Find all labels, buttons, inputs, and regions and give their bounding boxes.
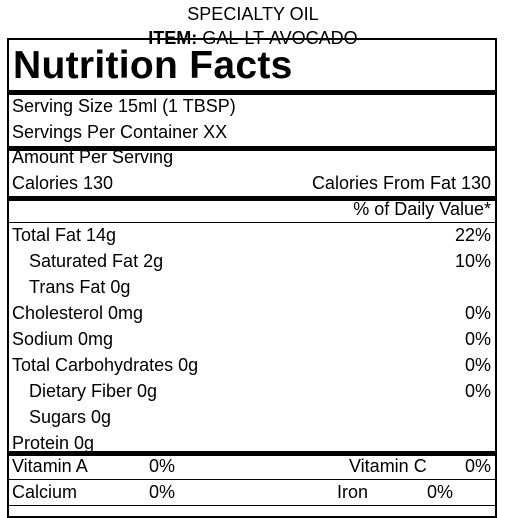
divider-thick bbox=[9, 146, 495, 151]
nutrient-dv: 10% bbox=[454, 251, 491, 271]
nutrient-row-trans-fat: Trans Fat 0g bbox=[9, 274, 495, 300]
nutrient-row-cholesterol: Cholesterol 0mg 0% bbox=[9, 300, 495, 326]
nutrient-row-total-fat: Total Fat 14g 22% bbox=[9, 222, 495, 248]
nutrient-label: Total Carbohydrates 0g bbox=[12, 355, 199, 375]
vitamin-c-label: Vitamin C bbox=[349, 456, 427, 476]
item-line: ITEM: GAL-LT-AVOCADO bbox=[0, 28, 506, 48]
nutrient-label: Saturated Fat 2g bbox=[29, 251, 164, 271]
amount-per-serving: Amount Per Serving bbox=[12, 147, 174, 167]
nutrient-label: Cholesterol 0mg bbox=[12, 303, 144, 323]
amount-per-serving-row: Amount Per Serving bbox=[9, 144, 495, 170]
calcium-value: 0% bbox=[149, 482, 176, 502]
nutrient-label: Sugars 0g bbox=[29, 407, 112, 427]
nutrient-row-sodium: Sodium 0mg 0% bbox=[9, 326, 495, 352]
servings-per-container-row: Servings Per Container XX bbox=[9, 119, 495, 145]
vitamin-row-2: Calcium 0% Iron 0% bbox=[9, 479, 495, 505]
divider-thick bbox=[9, 451, 495, 456]
product-name: SPECIALTY OIL bbox=[187, 4, 319, 24]
divider-thick bbox=[9, 196, 495, 201]
nutrient-label: Total Fat 14g bbox=[12, 225, 117, 245]
divider-thick bbox=[9, 90, 495, 95]
nutrient-row-dietary-fiber: Dietary Fiber 0g 0% bbox=[9, 378, 495, 404]
calcium-label: Calcium bbox=[12, 482, 78, 502]
vitamin-a-label: Vitamin A bbox=[12, 456, 88, 476]
serving-size-row: Serving Size 15ml (1 TBSP) bbox=[9, 93, 495, 119]
nutrient-row-saturated-fat: Saturated Fat 2g 10% bbox=[9, 248, 495, 274]
item-code: GAL-LT-AVOCADO bbox=[202, 28, 358, 48]
nutrition-facts-panel: Nutrition Facts Serving Size 15ml (1 TBS… bbox=[7, 38, 497, 518]
nutrient-dv: 0% bbox=[464, 329, 491, 349]
calories-row: Calories 130 Calories From Fat 130 bbox=[9, 170, 495, 196]
nutrient-label: Dietary Fiber 0g bbox=[29, 381, 158, 401]
vitamin-row-1: Vitamin A 0% Vitamin C 0% bbox=[9, 453, 495, 479]
divider-thin bbox=[9, 222, 495, 223]
nutrient-dv: 22% bbox=[454, 225, 491, 245]
daily-value-header-row: % of Daily Value* bbox=[9, 196, 495, 222]
iron-label: Iron bbox=[337, 482, 369, 502]
item-label: ITEM: bbox=[148, 28, 198, 48]
nutrient-label: Protein 0g bbox=[12, 433, 95, 453]
daily-value-header: % of Daily Value* bbox=[353, 199, 491, 219]
nutrient-label: Sodium 0mg bbox=[12, 329, 114, 349]
serving-size: Serving Size 15ml (1 TBSP) bbox=[12, 96, 236, 116]
nutrient-label: Trans Fat 0g bbox=[29, 277, 131, 297]
nutrient-row-protein: Protein 0g bbox=[9, 430, 495, 456]
nutrient-dv: 0% bbox=[464, 303, 491, 323]
vitamin-c-value: 0% bbox=[464, 456, 491, 476]
nutrient-row-sugars: Sugars 0g bbox=[9, 404, 495, 430]
nutrient-dv: 0% bbox=[464, 355, 491, 375]
calories-from-fat: Calories From Fat 130 bbox=[311, 173, 491, 193]
nutrient-row-total-carbohydrates: Total Carbohydrates 0g 0% bbox=[9, 352, 495, 378]
iron-value: 0% bbox=[426, 482, 453, 502]
calories: Calories 130 bbox=[12, 173, 114, 193]
vitamin-a-value: 0% bbox=[149, 456, 176, 476]
nutrient-dv: 0% bbox=[464, 381, 491, 401]
divider-thin bbox=[9, 479, 495, 480]
servings-per-container: Servings Per Container XX bbox=[12, 122, 228, 142]
nutrition-facts-title: Nutrition Facts bbox=[13, 44, 293, 87]
